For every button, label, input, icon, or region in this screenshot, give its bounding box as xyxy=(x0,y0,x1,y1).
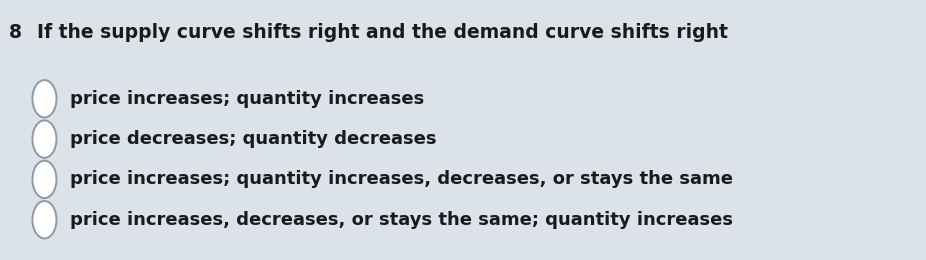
Ellipse shape xyxy=(32,201,56,238)
Ellipse shape xyxy=(32,161,56,198)
Text: price decreases; quantity decreases: price decreases; quantity decreases xyxy=(70,130,437,148)
Ellipse shape xyxy=(32,120,56,158)
Text: price increases, decreases, or stays the same; quantity increases: price increases, decreases, or stays the… xyxy=(70,211,733,229)
Text: price increases; quantity increases: price increases; quantity increases xyxy=(70,90,425,108)
Text: 8: 8 xyxy=(9,23,22,42)
Text: price increases; quantity increases, decreases, or stays the same: price increases; quantity increases, dec… xyxy=(70,170,733,188)
Text: If the supply curve shifts right and the demand curve shifts right: If the supply curve shifts right and the… xyxy=(37,23,728,42)
Ellipse shape xyxy=(32,80,56,118)
